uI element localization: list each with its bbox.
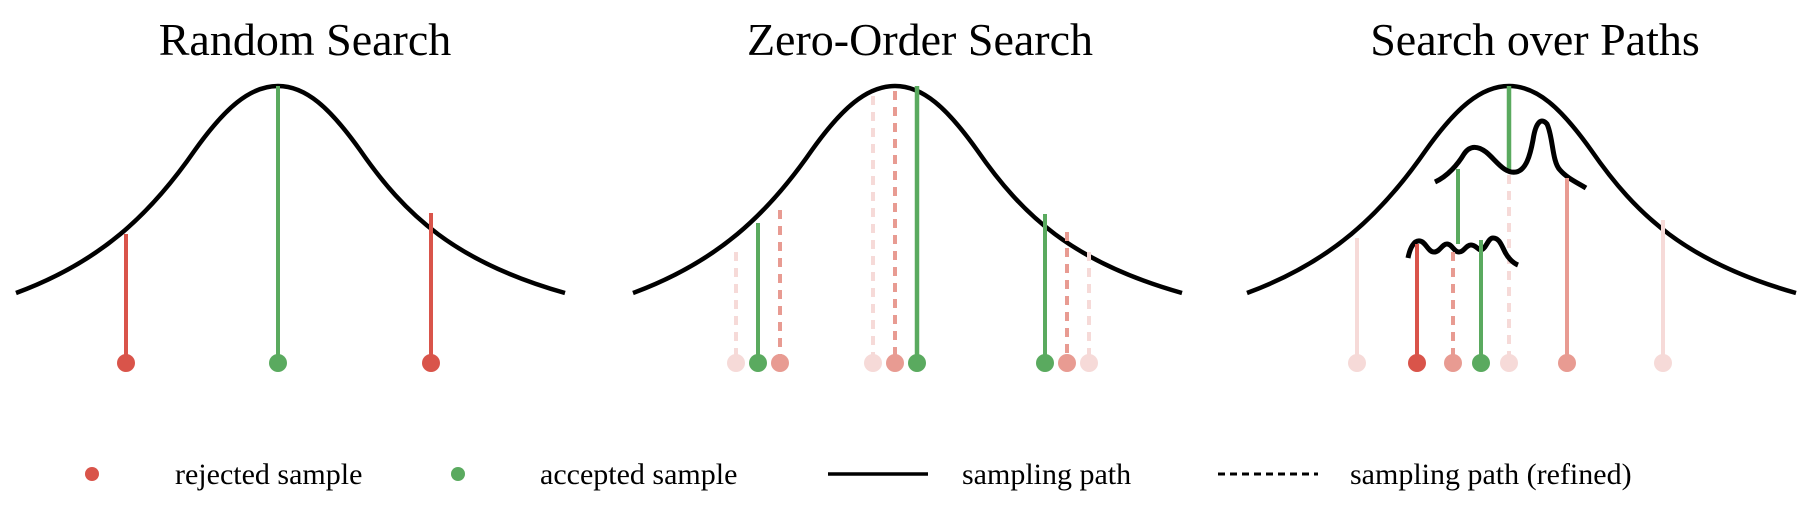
legend-label-sampling-path: sampling path: [962, 458, 1131, 491]
legend-rejected-marker: [85, 467, 99, 481]
accepted-sample-dot: [1036, 354, 1054, 372]
accepted-sample-dot: [908, 354, 926, 372]
accepted-sample-dot: [269, 354, 287, 372]
panel-title-search-over-paths: Search over Paths: [1370, 14, 1700, 65]
rejected-sample-dot: [422, 354, 440, 372]
rejected-sample-dot: [771, 354, 789, 372]
rejected-sample-dot: [886, 354, 904, 372]
legend-accepted-marker: [451, 467, 465, 481]
distribution-curve: [632, 83, 1183, 296]
accepted-sample-dot: [1472, 354, 1490, 372]
sub-distribution-curve: [1433, 118, 1588, 191]
panel-title-random-search: Random Search: [159, 14, 452, 65]
panel-zero-order-search: [632, 83, 1183, 372]
rejected-sample-dot: [1080, 354, 1098, 372]
legend-label-accepted: accepted sample: [540, 458, 737, 491]
rejected-sample-dot: [1058, 354, 1076, 372]
panel-random-search: [15, 83, 566, 372]
rejected-sample-dot: [727, 354, 745, 372]
sub-distribution-curve: [1405, 235, 1520, 268]
rejected-sample-dot: [864, 354, 882, 372]
rejected-sample-dot: [1654, 354, 1672, 372]
panel-search-over-paths: [1246, 83, 1797, 372]
accepted-sample-dot: [749, 354, 767, 372]
rejected-sample-dot: [1348, 354, 1366, 372]
legend: rejected sample accepted sample sampling…: [85, 458, 1632, 491]
rejected-sample-dot: [1408, 354, 1426, 372]
distribution-curve: [15, 83, 566, 296]
distribution-curve: [1246, 83, 1797, 296]
panel-title-zero-order-search: Zero-Order Search: [747, 14, 1093, 65]
rejected-sample-dot: [1500, 354, 1518, 372]
legend-label-sampling-path-refined: sampling path (refined): [1350, 458, 1632, 491]
legend-label-rejected: rejected sample: [175, 458, 362, 491]
rejected-sample-dot: [1444, 354, 1462, 372]
rejected-sample-dot: [117, 354, 135, 372]
rejected-sample-dot: [1558, 354, 1576, 372]
